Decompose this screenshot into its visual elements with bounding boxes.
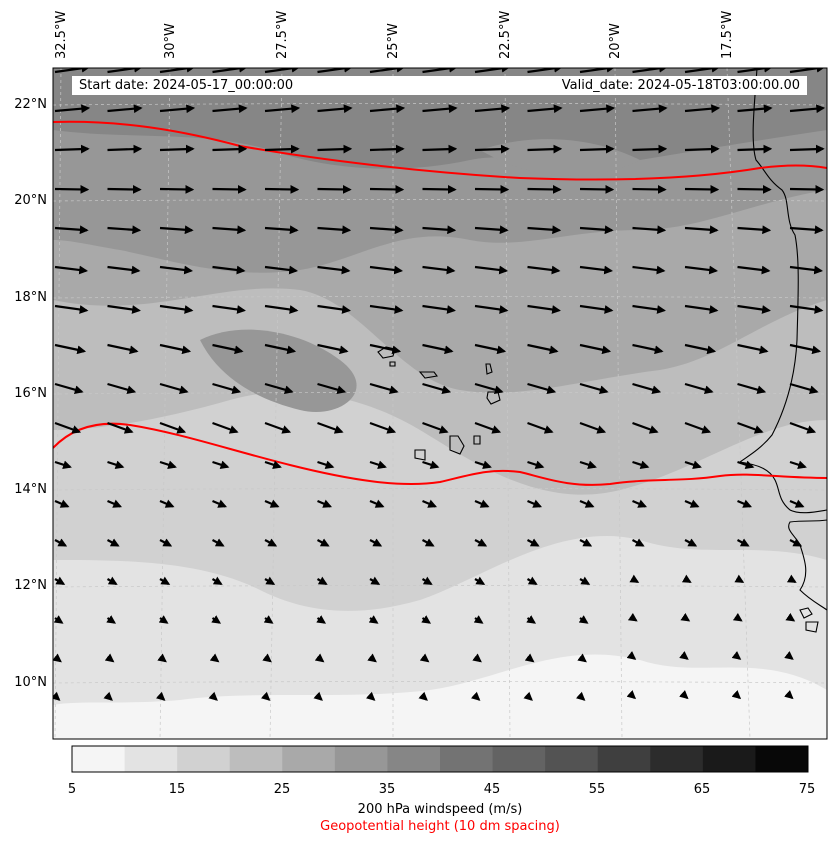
- colorbar-cell: [230, 746, 283, 772]
- colorbar-tick: 5: [52, 782, 92, 797]
- colorbar-cell: [598, 746, 651, 772]
- colorbar-cell: [335, 746, 388, 772]
- colorbar-cell: [72, 746, 125, 772]
- colorbar-tick: 45: [472, 782, 512, 797]
- colorbar-cell: [545, 746, 598, 772]
- colorbar-cell: [493, 746, 546, 772]
- colorbar-cell: [703, 746, 756, 772]
- colorbar-cell: [125, 746, 178, 772]
- colorbar-tick: 55: [577, 782, 617, 797]
- colorbar-cell: [282, 746, 335, 772]
- colorbar-cell: [755, 746, 808, 772]
- colorbar-cell: [650, 746, 703, 772]
- colorbar-tick: 35: [367, 782, 407, 797]
- colorbar-tick: 65: [682, 782, 722, 797]
- colorbar-title: 200 hPa windspeed (m/s): [0, 802, 837, 817]
- colorbar-subtitle: Geopotential height (10 dm spacing): [0, 819, 837, 834]
- colorbar-tick: 25: [262, 782, 302, 797]
- colorbar-cell: [387, 746, 440, 772]
- colorbar-tick: 15: [157, 782, 197, 797]
- colorbar-cell: [440, 746, 493, 772]
- colorbar-tick: 75: [787, 782, 827, 797]
- colorbar-cell: [177, 746, 230, 772]
